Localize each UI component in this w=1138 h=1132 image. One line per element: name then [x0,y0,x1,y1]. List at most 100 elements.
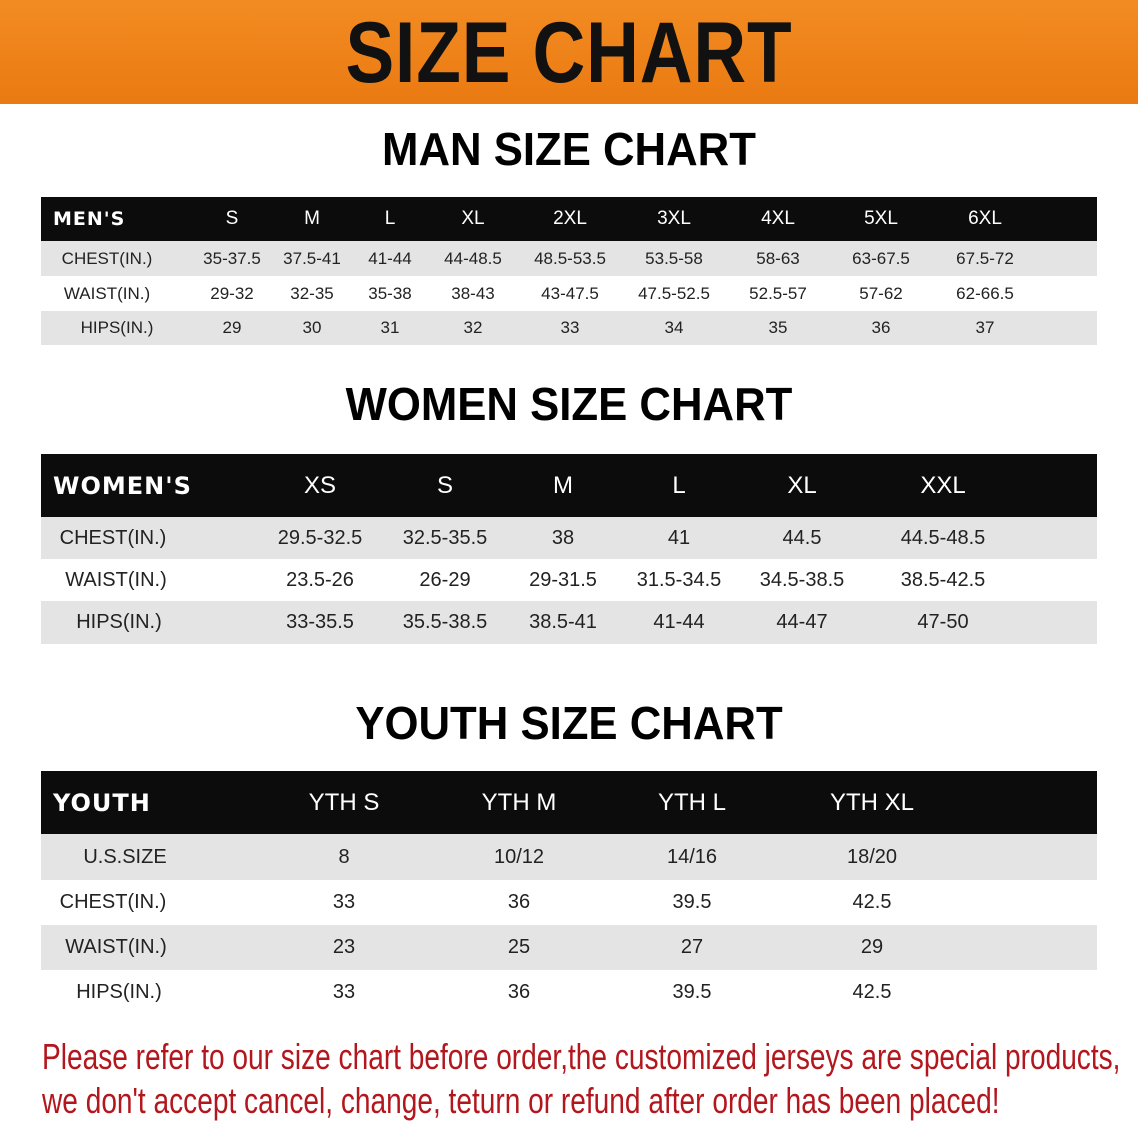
measurement-label: HIPS(IN.) [80,318,154,337]
size-header: YTH S [308,788,380,816]
table-cell: 53.5-58 [645,248,703,268]
men-section-title: MAN SIZE CHART [382,123,756,175]
table-cell: 29 [222,318,242,337]
table-cell: 38.5-41 [529,611,597,633]
measurement-label: CHEST(IN.) [59,891,167,913]
table-cell: 25 [507,936,531,958]
table-cell: 34.5-38.5 [759,568,845,591]
table-cell: 43-47.5 [541,283,599,303]
table-cell: 32.5-35.5 [402,526,488,549]
table-row: CHEST(IN.) 29.5-32.5 32.5-35.5 38 41 44.5 44.5… [41,517,1097,559]
table-cell: 33 [332,891,356,913]
size-header: XS [303,471,337,499]
table-cell: 32-35 [290,283,334,303]
table-cell: 35.5-38.5 [402,611,488,633]
measurement-label: HIPS(IN.) [76,611,162,633]
size-header: L [672,471,686,499]
table-row: HIPS(IN.) 33-35.5 35.5-38.5 38.5-41 41-44 44-… [41,601,1097,644]
table-cell: 63-67.5 [852,248,910,268]
size-header: YTH M [481,788,557,816]
table-cell: 31 [380,318,400,337]
size-header: 2XL [553,208,587,229]
size-header: 6XL [968,208,1002,229]
table-cell: 29 [860,936,884,958]
header-label: WOMEN'S [53,471,192,500]
table-row: WAIST(IN.) 23.5-26 26-29 29-31.5 31.5-34.5 34… [41,559,1097,601]
size-header: YTH XL [829,788,915,816]
footer-notice-line-1: Please refer to our size chart before or… [42,1036,1121,1077]
measurement-label: WAIST(IN.) [63,283,151,303]
table-cell: 36 [507,981,531,1003]
table-cell: 44.5 [782,526,822,549]
table-cell: 52.5-57 [749,283,807,303]
table-cell: 29.5-32.5 [277,526,363,549]
table-row: WAIST(IN.) 29-32 32-35 35-38 38-43 43-47.5 47.… [41,276,1097,311]
header-label: MEN'S [53,208,126,230]
table-row: HIPS(IN.) 33 36 39.5 42.5 [41,970,1097,1015]
table-cell: 33 [332,981,356,1003]
table-cell: 58-63 [756,248,800,268]
table-cell: 30 [302,318,322,337]
table-cell: 37 [975,318,995,337]
banner: SIZE CHART [0,0,1138,104]
table-cell: 36 [871,318,891,337]
table-row: CHEST(IN.) 35-37.5 37.5-41 41-44 44-48.5 48.5… [41,241,1097,276]
table-cell: 18/20 [846,845,898,868]
size-header: XL [461,208,485,229]
table-cell: 41-44 [368,248,412,268]
banner-title: SIZE CHART [345,5,793,101]
table-row: HIPS(IN.) 29 30 31 32 33 34 35 36 37 [41,311,1097,345]
size-header: 4XL [761,208,795,229]
table-row: CHEST(IN.) 33 36 39.5 42.5 [41,880,1097,925]
table-cell: 35-38 [368,283,412,303]
size-header: XXL [920,471,966,499]
table-row: WAIST(IN.) 23 25 27 29 [41,925,1097,970]
size-header: YTH L [657,788,727,816]
youth-section-title: YOUTH SIZE CHART [355,697,783,749]
size-header: M [553,471,573,499]
footer-notice-line-2: we don't accept cancel, change, teturn o… [42,1080,1000,1121]
table-cell: 32 [463,318,483,337]
table-cell: 27 [680,936,704,958]
women-section-title: WOMEN SIZE CHART [345,378,793,430]
women-header-row: WOMEN'S XS S M L XL XXL [41,454,1097,517]
size-header: M [304,208,320,229]
measurement-label: WAIST(IN.) [65,568,167,591]
size-header: 5XL [864,208,898,229]
youth-header-row: YOUTH YTH S YTH M YTH L YTH XL [41,771,1097,834]
table-cell: 31.5-34.5 [636,568,722,591]
table-cell: 41 [667,526,691,549]
table-cell: 67.5-72 [956,248,1014,268]
header-label: YOUTH [53,788,151,817]
measurement-label: CHEST(IN.) [59,526,167,549]
table-cell: 39.5 [672,981,712,1003]
table-cell: 14/16 [666,845,718,868]
measurement-label: U.S.SIZE [83,845,167,868]
table-cell: 42.5 [852,981,892,1003]
size-header: S [225,208,239,229]
size-header: 3XL [657,208,691,229]
table-cell: 37.5-41 [283,248,341,268]
table-cell: 8 [338,845,350,868]
table-cell: 29-31.5 [529,568,597,591]
size-header: S [436,471,454,499]
table-cell: 57-62 [859,283,903,303]
table-cell: 62-66.5 [956,283,1014,303]
table-cell: 23 [332,936,356,958]
table-cell: 38-43 [451,283,495,303]
table-cell: 10/12 [493,845,545,868]
table-cell: 42.5 [852,891,892,913]
table-cell: 41-44 [653,611,705,633]
table-cell: 35 [768,318,788,337]
table-cell: 33 [560,318,580,337]
measurement-label: WAIST(IN.) [65,936,167,958]
measurement-label: HIPS(IN.) [76,981,162,1003]
table-cell: 47-50 [917,611,969,633]
table-cell: 34 [664,318,684,337]
table-cell: 44-48.5 [444,248,502,268]
table-cell: 44-47 [776,611,828,633]
table-cell: 39.5 [672,891,712,913]
size-header: L [384,208,396,229]
table-cell: 23.5-26 [286,568,354,591]
table-cell: 33-35.5 [286,611,354,633]
